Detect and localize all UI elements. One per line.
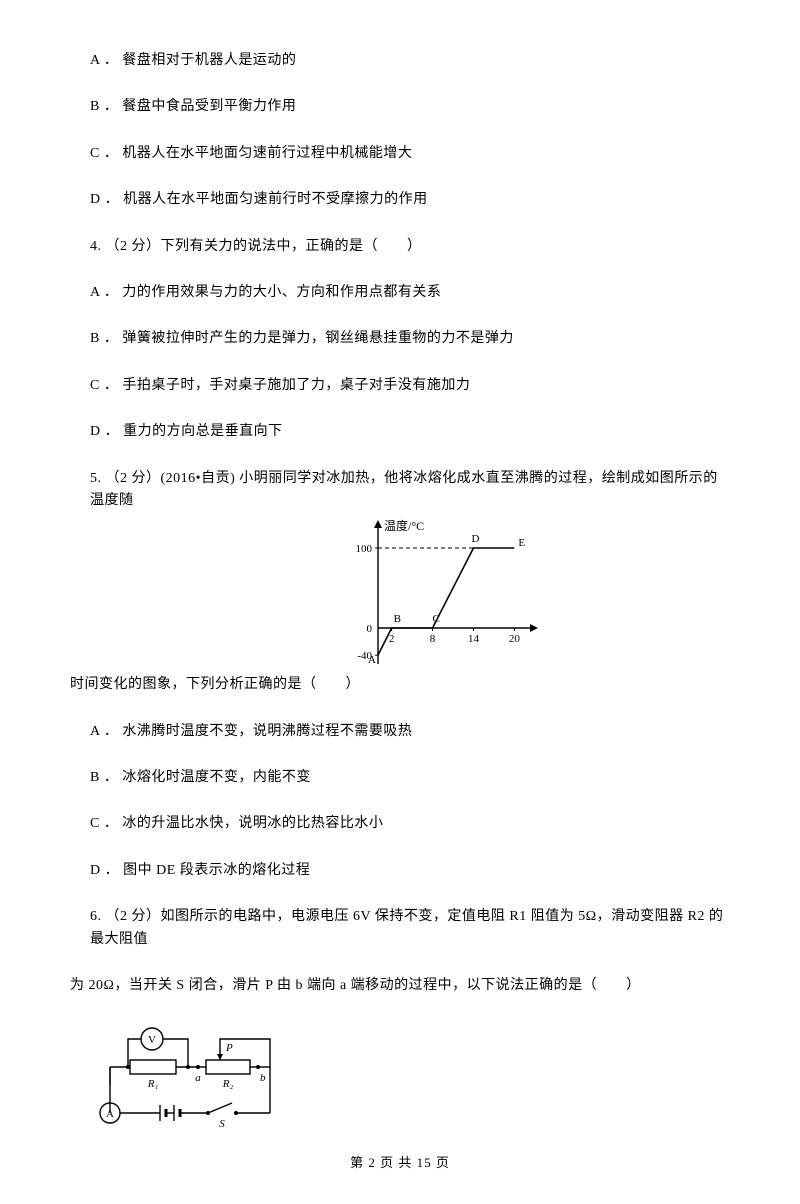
svg-text:100: 100 — [356, 543, 373, 555]
q5-block: 5. （2 分）(2016•自贡) 小明丽同学对冰加热，他将冰熔化成水直至沸腾的… — [70, 468, 730, 697]
q3-option-d: D ． 机器人在水平地面匀速前行时不受摩擦力的作用 — [90, 189, 730, 211]
page: A ． 餐盘相对于机器人是运动的 B ． 餐盘中食品受到平衡力作用 C ． 机器… — [0, 0, 800, 1204]
q5-tail: 时间变化的图象，下列分析正确的是（ ） — [70, 674, 730, 696]
svg-text:20: 20 — [509, 633, 521, 645]
svg-text:R₁: R₁ — [147, 1078, 159, 1090]
svg-text:8: 8 — [430, 633, 436, 645]
svg-text:温度/°C: 温度/°C — [384, 518, 424, 533]
q3-option-b: B ． 餐盘中食品受到平衡力作用 — [90, 96, 730, 118]
svg-text:14: 14 — [468, 633, 480, 645]
q6-circuit: V R₁ a R₂ Pb A S — [90, 1021, 730, 1131]
svg-text:P: P — [225, 1042, 233, 1054]
svg-text:V: V — [148, 1034, 156, 1046]
svg-text:2: 2 — [389, 633, 395, 645]
q5-option-c: C ． 冰的升温比水快，说明冰的比热容比水小 — [90, 813, 730, 835]
q3-option-a: A ． 餐盘相对于机器人是运动的 — [90, 50, 730, 72]
svg-text:S: S — [219, 1118, 225, 1130]
q6-stem2: 为 20Ω，当开关 S 闭合，滑片 P 由 b 端向 a 端移动的过程中，以下说… — [70, 975, 730, 997]
svg-text:D: D — [471, 533, 479, 545]
q5-option-b: B ． 冰熔化时温度不变，内能不变 — [90, 767, 730, 789]
svg-text:E: E — [518, 537, 525, 549]
svg-text:b: b — [260, 1072, 266, 1084]
page-footer: 第 2 页 共 15 页 — [70, 1153, 730, 1174]
svg-text:B: B — [394, 613, 401, 625]
q4-option-b: B ． 弹簧被拉伸时产生的力是弹力，钢丝绳悬挂重物的力不是弹力 — [90, 328, 730, 350]
q5-option-d: D ． 图中 DE 段表示冰的熔化过程 — [90, 860, 730, 882]
q4-option-a: A ． 力的作用效果与力的大小、方向和作用点都有关系 — [90, 282, 730, 304]
svg-text:R₂: R₂ — [222, 1078, 234, 1090]
q3-option-c: C ． 机器人在水平地面匀速前行过程中机械能增大 — [90, 143, 730, 165]
svg-text:0: 0 — [367, 623, 373, 635]
q5-stem: 5. （2 分）(2016•自贡) 小明丽同学对冰加热，他将冰熔化成水直至沸腾的… — [90, 468, 730, 513]
q4-option-d: D ． 重力的方向总是垂直向下 — [90, 421, 730, 443]
q6-stem1: 6. （2 分）如图所示的电路中，电源电压 6V 保持不变，定值电阻 R1 阻值… — [90, 906, 730, 951]
svg-text:A: A — [106, 1108, 114, 1120]
q5-option-a: A ． 水沸腾时温度不变，说明沸腾过程不需要吸热 — [90, 721, 730, 743]
svg-text:C: C — [433, 613, 440, 625]
svg-text:a: a — [195, 1072, 201, 1084]
q4-option-c: C ． 手拍桌子时，手对桌子施加了力，桌子对手没有施加力 — [90, 375, 730, 397]
q4-stem: 4. （2 分）下列有关力的说法中，正确的是（ ） — [90, 236, 730, 258]
svg-text:A: A — [368, 654, 376, 666]
